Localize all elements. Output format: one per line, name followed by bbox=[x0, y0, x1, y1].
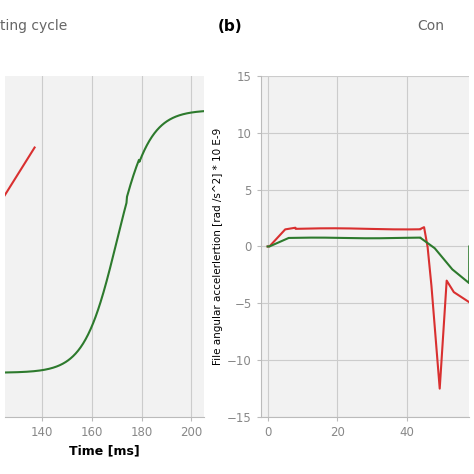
Text: (b): (b) bbox=[218, 19, 243, 34]
X-axis label: Time [ms]: Time [ms] bbox=[69, 445, 140, 458]
Text: Con: Con bbox=[417, 19, 444, 33]
Text: ting cycle: ting cycle bbox=[0, 19, 67, 33]
Y-axis label: File angular accelerlertion [rad /s^2] * 10 E-9: File angular accelerlertion [rad /s^2] *… bbox=[213, 128, 223, 365]
